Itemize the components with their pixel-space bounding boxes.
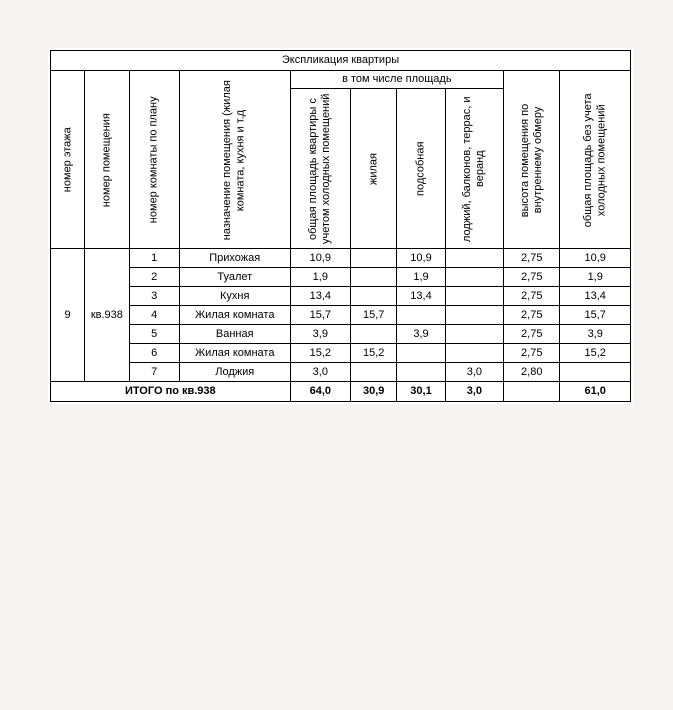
cell-logg xyxy=(445,306,503,325)
totals-area: 64,0 xyxy=(290,382,350,402)
cell-n: 6 xyxy=(129,344,179,363)
cell-name: Жилая комната xyxy=(179,306,290,325)
table-container: Экспликация квартиры номер этажа номер п… xyxy=(48,48,633,404)
cell-living xyxy=(351,363,397,382)
header-aux: подсобная xyxy=(397,89,445,249)
cell-area: 13,4 xyxy=(290,287,350,306)
cell-area: 3,9 xyxy=(290,325,350,344)
cell-name: Ванная xyxy=(179,325,290,344)
header-total-no-cold: общая площадь без учета холодных помещен… xyxy=(560,71,631,249)
cell-total: 1,9 xyxy=(560,268,631,287)
cell-total xyxy=(560,363,631,382)
cell-height: 2,75 xyxy=(504,268,560,287)
cell-living xyxy=(351,249,397,268)
cell-logg xyxy=(445,268,503,287)
cell-height: 2,75 xyxy=(504,287,560,306)
totals-logg: 3,0 xyxy=(445,382,503,402)
cell-aux xyxy=(397,306,445,325)
cell-area: 1,9 xyxy=(290,268,350,287)
header-total-area: общая площадь квартиры с учетом холодных… xyxy=(290,89,350,249)
cell-logg xyxy=(445,287,503,306)
cell-total: 15,2 xyxy=(560,344,631,363)
table-body: 9 кв.938 1 Прихожая 10,9 10,9 2,75 10,9 … xyxy=(51,249,631,402)
cell-aux: 3,9 xyxy=(397,325,445,344)
cell-living xyxy=(351,287,397,306)
cell-floor: 9 xyxy=(51,249,85,382)
cell-n: 4 xyxy=(129,306,179,325)
cell-height: 2,75 xyxy=(504,325,560,344)
cell-total: 10,9 xyxy=(560,249,631,268)
table-title: Экспликация квартиры xyxy=(51,51,631,71)
header-room: номер помещения xyxy=(85,71,129,249)
cell-area: 10,9 xyxy=(290,249,350,268)
cell-name: Туалет xyxy=(179,268,290,287)
cell-total: 13,4 xyxy=(560,287,631,306)
header-loggia: лоджий, балконов, террас, и веранд xyxy=(445,89,503,249)
totals-living: 30,9 xyxy=(351,382,397,402)
cell-n: 5 xyxy=(129,325,179,344)
cell-logg: 3,0 xyxy=(445,363,503,382)
cell-name: Кухня xyxy=(179,287,290,306)
cell-living xyxy=(351,325,397,344)
cell-apartment: кв.938 xyxy=(85,249,129,382)
cell-logg xyxy=(445,249,503,268)
cell-height: 2,75 xyxy=(504,306,560,325)
header-purpose: назначение помещения (жилая комната, кух… xyxy=(179,71,290,249)
cell-height: 2,80 xyxy=(504,363,560,382)
header-height: высота помещения по внутреннему обмеру xyxy=(504,71,560,249)
cell-aux: 10,9 xyxy=(397,249,445,268)
cell-height: 2,75 xyxy=(504,344,560,363)
cell-living: 15,2 xyxy=(351,344,397,363)
cell-height: 2,75 xyxy=(504,249,560,268)
cell-name: Жилая комната xyxy=(179,344,290,363)
header-plan: номер комнаты по плану xyxy=(129,71,179,249)
cell-n: 2 xyxy=(129,268,179,287)
cell-n: 3 xyxy=(129,287,179,306)
cell-aux: 13,4 xyxy=(397,287,445,306)
totals-aux: 30,1 xyxy=(397,382,445,402)
totals-label: ИТОГО по кв.938 xyxy=(51,382,291,402)
cell-area: 15,7 xyxy=(290,306,350,325)
cell-aux xyxy=(397,344,445,363)
cell-living: 15,7 xyxy=(351,306,397,325)
header-living: жилая xyxy=(351,89,397,249)
explication-table: Экспликация квартиры номер этажа номер п… xyxy=(50,50,631,402)
cell-logg xyxy=(445,325,503,344)
cell-area: 3,0 xyxy=(290,363,350,382)
totals-total: 61,0 xyxy=(560,382,631,402)
cell-aux: 1,9 xyxy=(397,268,445,287)
cell-area: 15,2 xyxy=(290,344,350,363)
cell-n: 1 xyxy=(129,249,179,268)
cell-name: Прихожая xyxy=(179,249,290,268)
header-including: в том числе площадь xyxy=(290,71,503,89)
cell-total: 3,9 xyxy=(560,325,631,344)
cell-aux xyxy=(397,363,445,382)
cell-n: 7 xyxy=(129,363,179,382)
header-floor: номер этажа xyxy=(51,71,85,249)
cell-logg xyxy=(445,344,503,363)
totals-height xyxy=(504,382,560,402)
cell-name: Лоджия xyxy=(179,363,290,382)
cell-living xyxy=(351,268,397,287)
cell-total: 15,7 xyxy=(560,306,631,325)
